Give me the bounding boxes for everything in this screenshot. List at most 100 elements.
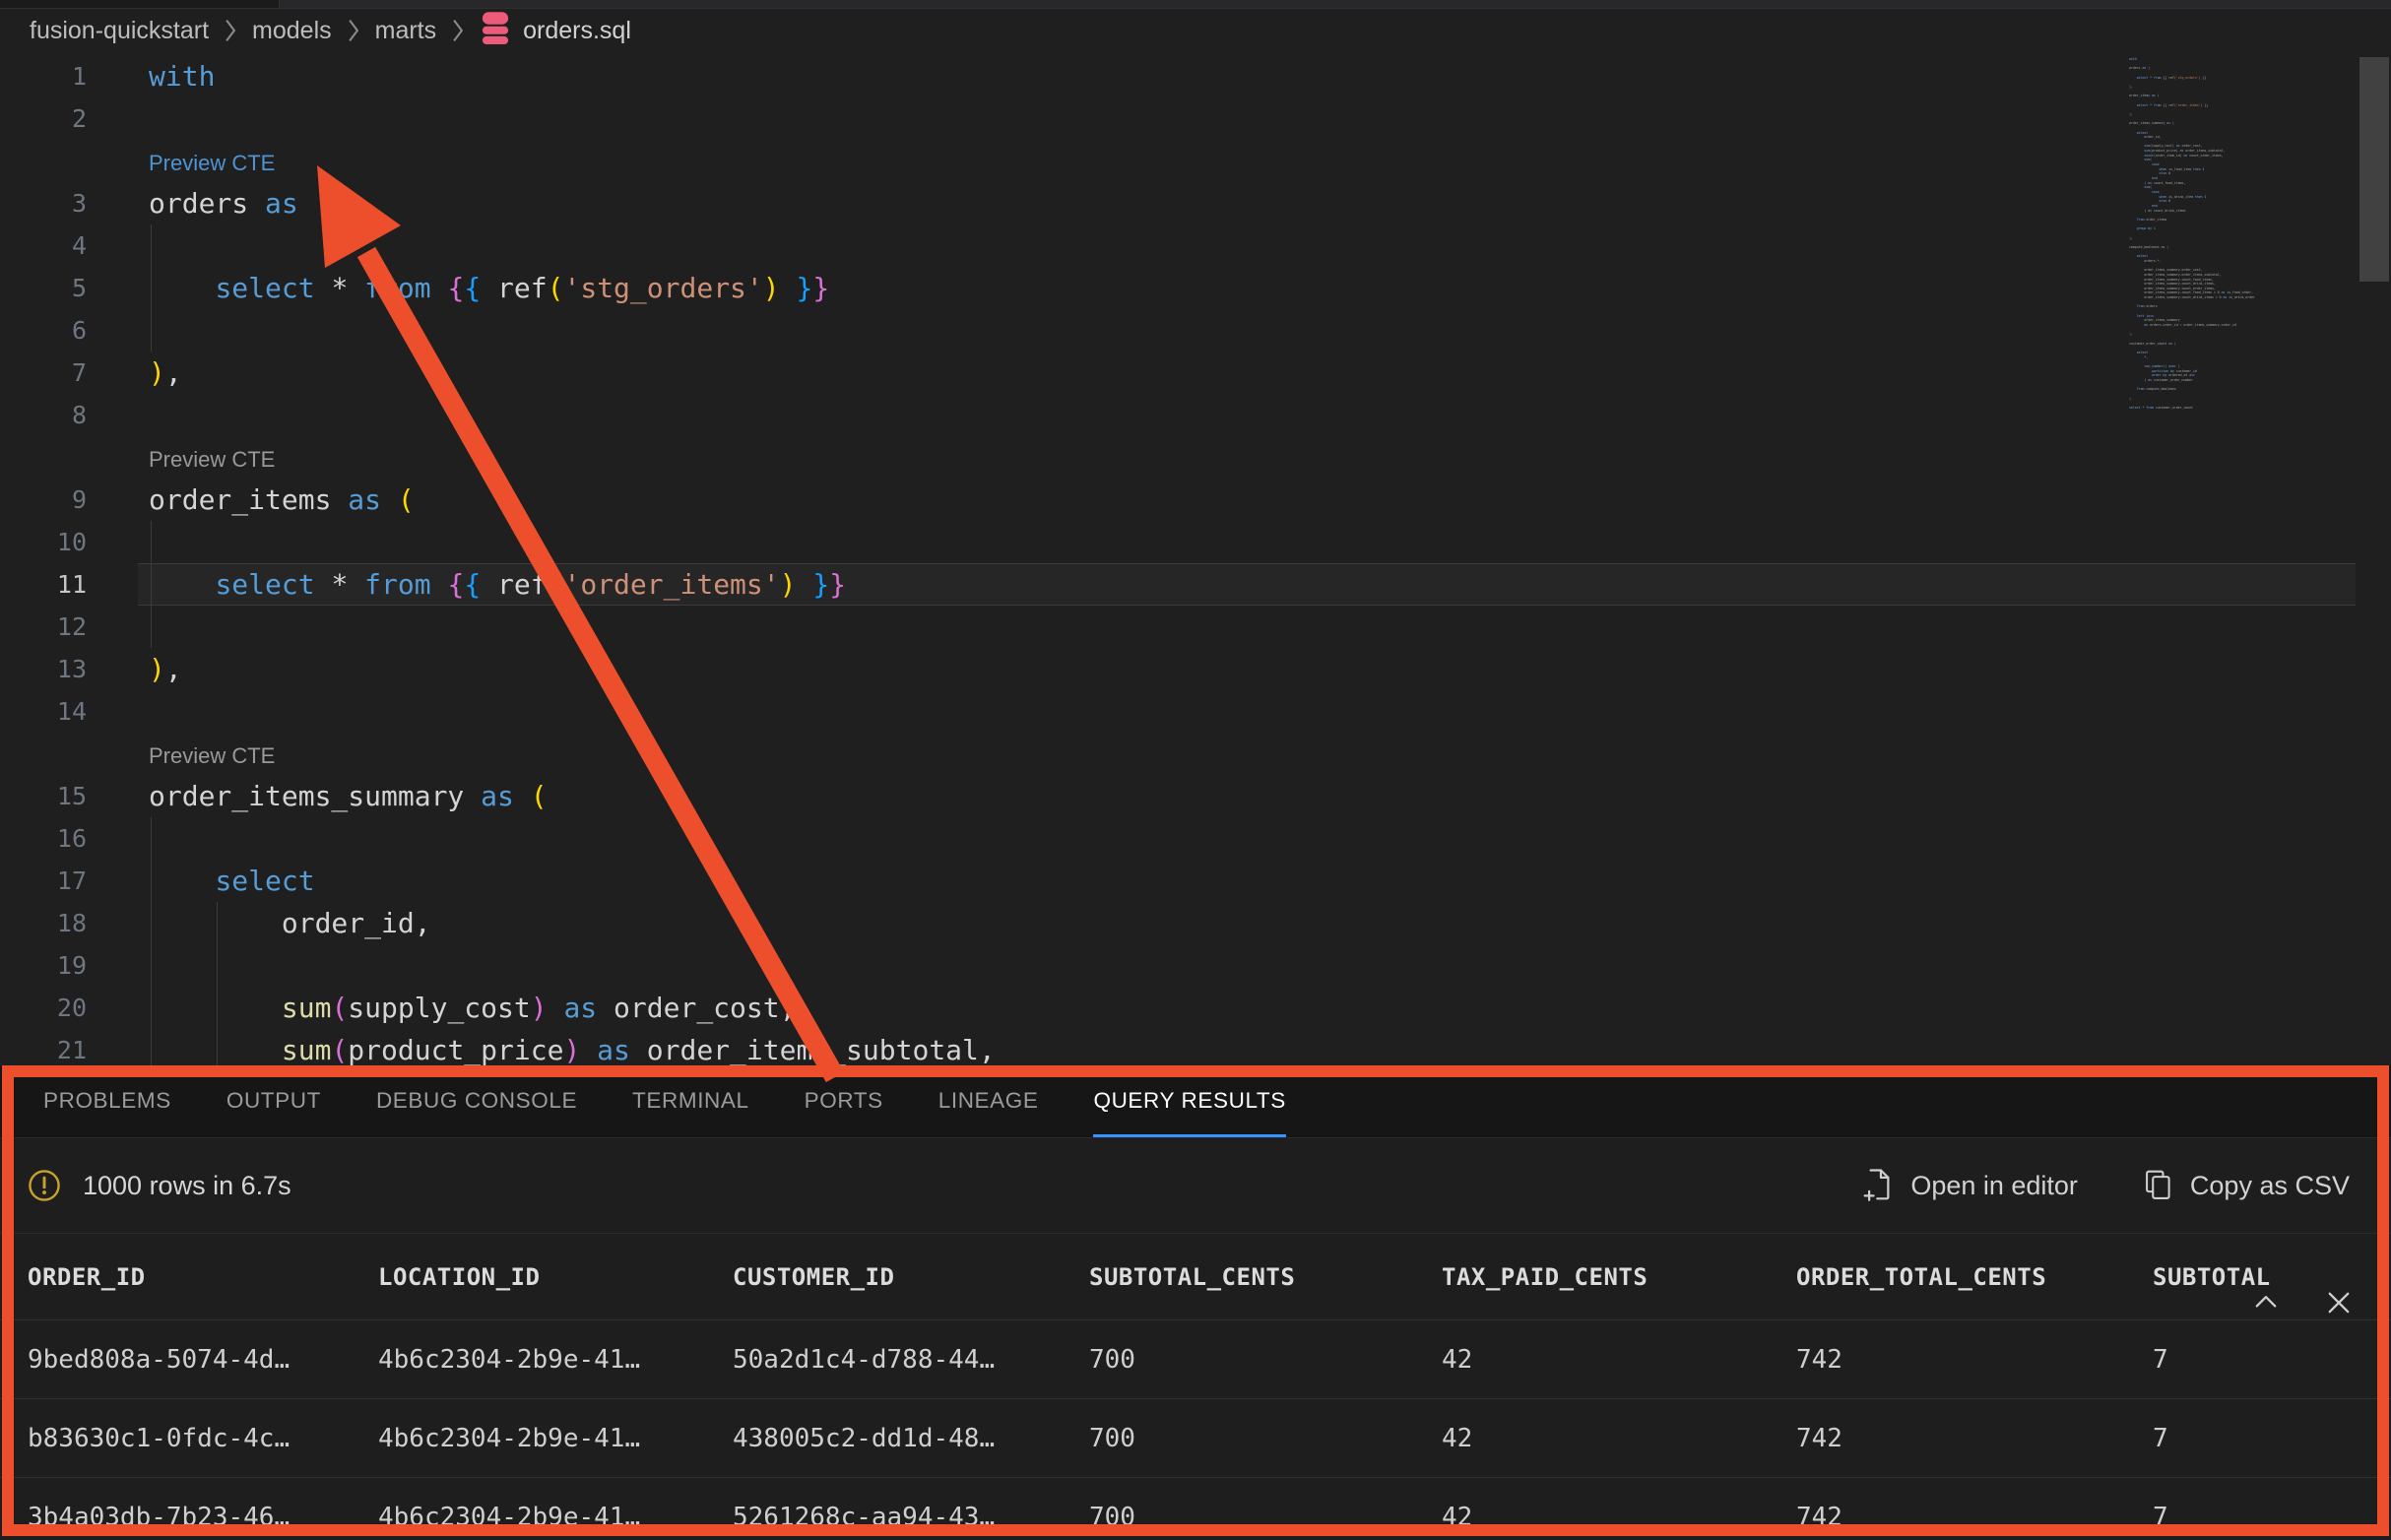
indent-guide [151,309,152,352]
code-text[interactable]: order_id, [149,907,431,939]
code-line[interactable]: 7), [0,352,2391,394]
table-row[interactable]: 9bed808a-5074-4d… 4b6c2304-2b9e-41… 50a2d1… [0,1320,2391,1399]
code-line[interactable]: 19 [0,944,2391,987]
table-cell: 42 [1442,1423,1473,1453]
code-editor[interactable]: 1 with 2 Preview CTE 3 orders as ( 4 5 select *… [0,55,2391,1071]
copy-icon [2143,1169,2172,1202]
line-number: 10 [56,528,87,556]
tab-query-results[interactable]: QUERY RESULTS [1093,1065,1286,1137]
query-results-toolbar: 1000 rows in 6.7s Open in editor Copy as … [0,1138,2391,1234]
close-icon[interactable] [2324,1288,2354,1317]
code-line[interactable]: 14 [0,690,2391,733]
breadcrumb-item[interactable]: models [252,16,332,44]
tab-ports[interactable]: PORTS [804,1088,883,1113]
open-in-editor-button[interactable]: Open in editor [1863,1169,2078,1202]
indent-guide [151,267,152,309]
indent-guide [217,1029,219,1071]
code-line[interactable]: 4 [0,225,2391,267]
codelens-row: Preview CTE [0,733,2391,775]
table-cell: 4b6c2304-2b9e-41… [378,1423,641,1453]
codelens-preview-cte-link[interactable]: Preview CTE [149,447,276,472]
code-line[interactable]: 17 select [0,860,2391,902]
code-line[interactable]: 5 select * from {{ ref('stg_orders') }} [0,267,2391,309]
codelens-preview-cte-link[interactable]: Preview CTE [149,743,276,768]
codelens-row: Preview CTE [0,436,2391,479]
line-number: 20 [56,994,87,1022]
code-line[interactable]: 12 [0,606,2391,648]
editor-scrollbar-thumb[interactable] [2359,57,2389,282]
line-number: 18 [56,909,87,937]
code-line[interactable]: 1 with [0,55,2391,97]
table-cell: 700 [1089,1423,1135,1453]
table-cell: 438005c2-dd1d-48… [733,1423,996,1453]
code-text[interactable]: with [149,60,216,93]
column-header: ORDER_ID [28,1262,146,1291]
table-row[interactable]: 3b4a03db-7b23-46… 4b6c2304-2b9e-41… 526126… [0,1478,2391,1540]
code-line[interactable]: 20 sum(supply_cost) as order_cost, [0,987,2391,1029]
code-line[interactable]: 10 [0,521,2391,563]
tab-lineage[interactable]: LINEAGE [937,1088,1039,1113]
line-number: 4 [71,231,87,260]
database-icon [480,11,511,51]
minimap[interactable]: with orders as ( select * from {{ ref('s… [2129,57,2255,410]
code-text[interactable]: select * from {{ ref('stg_orders') }} [215,272,830,304]
line-number: 3 [71,189,87,218]
code-line[interactable]: 11 select * from {{ ref('order_items') }… [0,563,2391,606]
code-text[interactable]: order_items_summary as ( [149,780,548,812]
column-header: CUSTOMER_ID [733,1262,895,1291]
results-table-body: 9bed808a-5074-4d… 4b6c2304-2b9e-41… 50a2d1… [0,1320,2391,1540]
indent-guide [151,902,152,944]
code-text[interactable]: ), [149,653,182,685]
action-label: Open in editor [1910,1170,2078,1200]
code-line[interactable]: 15 order_items_summary as ( [0,775,2391,817]
row-count-label: 1000 rows in 6.7s [83,1170,291,1200]
codelens-row: Preview CTE [0,140,2391,182]
breadcrumb-file[interactable]: orders.sql [480,11,631,51]
tab-debug-console[interactable]: DEBUG CONSOLE [375,1088,578,1113]
line-number: 9 [71,485,87,514]
breadcrumb-item[interactable]: marts [374,16,437,44]
indent-guide [151,860,152,902]
code-line[interactable]: 13), [0,648,2391,690]
line-number: 12 [56,612,87,641]
table-cell: 742 [1796,1502,1842,1532]
line-number: 1 [71,62,87,91]
breadcrumb-item[interactable]: fusion-quickstart [30,16,210,44]
code-text[interactable]: ), [149,356,182,389]
column-header: ORDER_TOTAL_CENTS [1796,1262,2047,1291]
code-line[interactable]: 8 [0,394,2391,436]
file-name: orders.sql [523,16,631,44]
code-text[interactable]: sum(product_price) as order_items_subtot… [281,1034,996,1066]
table-cell: 50a2d1c4-d788-44… [733,1344,996,1375]
table-cell: 742 [1796,1423,1842,1453]
chevron-up-icon[interactable] [2251,1288,2281,1317]
results-table-header: ORDER_ID LOCATION_ID CUSTOMER_ID SUBTOTAL_C… [0,1234,2391,1320]
column-header: SUBTOTAL_CENTS [1089,1262,1296,1291]
code-text[interactable]: order_items as ( [149,483,415,516]
results-table: ORDER_ID LOCATION_ID CUSTOMER_ID SUBTOTAL_C… [0,1234,2391,1540]
code-line[interactable]: 9 order_items as ( [0,479,2391,521]
code-text[interactable]: select [215,865,315,897]
tab-problems[interactable]: PROBLEMS [43,1088,171,1113]
current-line-highlight [138,563,2356,606]
code-text[interactable]: orders as ( [149,187,332,220]
tab-terminal[interactable]: TERMINAL [632,1088,749,1113]
line-number: 21 [56,1036,87,1064]
table-cell: 742 [1796,1344,1842,1375]
code-line[interactable]: 2 [0,97,2391,140]
code-line[interactable]: 16 [0,817,2391,860]
line-number: 16 [56,824,87,853]
code-line[interactable]: 6 [0,309,2391,352]
code-text[interactable]: sum(supply_cost) as order_cost, [281,992,797,1024]
codelens-preview-cte-link[interactable]: Preview CTE [149,151,276,175]
code-line[interactable]: 18 order_id, [0,902,2391,944]
tab-output[interactable]: OUTPUT [226,1088,321,1113]
line-number: 2 [71,104,87,133]
warning-circle-icon [28,1169,61,1202]
code-line[interactable]: 3 orders as ( [0,182,2391,225]
line-number: 17 [56,866,87,895]
table-cell: 9bed808a-5074-4d… [28,1344,291,1375]
code-text[interactable]: select * from {{ ref('order_items') }} [215,568,847,601]
table-row[interactable]: b83630c1-0fdc-4c… 4b6c2304-2b9e-41… 438005… [0,1399,2391,1478]
